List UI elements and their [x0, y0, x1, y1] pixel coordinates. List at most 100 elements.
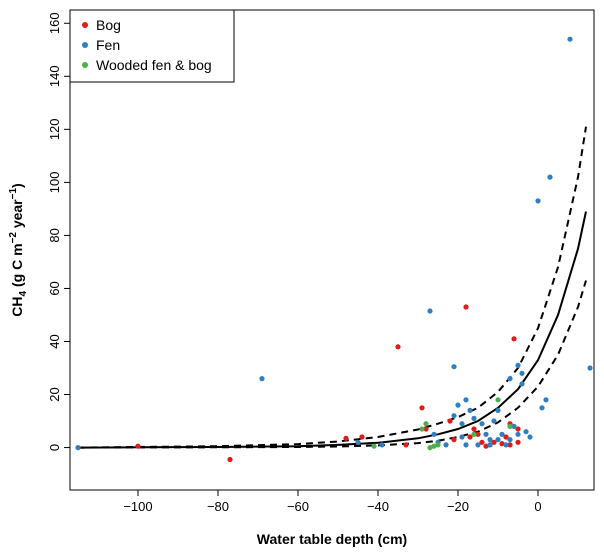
legend-label-fen: Fen [96, 37, 120, 53]
point-fen [451, 364, 457, 370]
point-wooded-fen-bog [435, 442, 441, 448]
y-title-main: CH [9, 296, 25, 316]
point-bog [511, 336, 517, 342]
point-bog [471, 426, 477, 432]
legend: Bog Fen Wooded fen & bog [69, 9, 235, 83]
point-fen [443, 442, 449, 448]
point-fen [459, 421, 465, 427]
point-bog [515, 426, 521, 432]
x-axis: −100 −80 −60 −40 −20 0 [123, 490, 542, 514]
point-fen [495, 407, 501, 413]
y-axis-title: CH4 (g C m−2 year−1) [8, 183, 29, 316]
y-tick-label: 160 [47, 12, 62, 34]
point-bog [463, 304, 469, 310]
point-fen [523, 429, 529, 435]
point-wooded-fen-bog [371, 443, 377, 449]
point-wooded-fen-bog [427, 445, 433, 451]
point-fen [427, 308, 433, 314]
point-fen [75, 445, 81, 451]
x-tick-label: −60 [287, 499, 309, 514]
y-title-exp2: −1 [8, 188, 19, 200]
point-bog [503, 434, 509, 440]
point-bog [507, 442, 513, 448]
x-tick-label: −20 [447, 499, 469, 514]
point-bog [359, 434, 365, 440]
point-fen [499, 431, 505, 437]
point-bog [395, 344, 401, 350]
point-fen [587, 365, 593, 371]
point-fen [431, 431, 437, 437]
point-wooded-fen-bog [495, 397, 501, 403]
legend-label-wooded: Wooded fen & bog [96, 57, 212, 73]
y-title-exp1: −2 [8, 232, 19, 244]
point-fen [527, 434, 533, 440]
point-fen [519, 370, 525, 376]
y-tick-label: 20 [47, 387, 62, 401]
point-fen [459, 434, 465, 440]
y-tick-label: 120 [47, 118, 62, 140]
legend-marker-wooded [82, 62, 88, 68]
point-wooded-fen-bog [423, 421, 429, 427]
point-fen [259, 376, 265, 382]
point-bog [479, 439, 485, 445]
legend-marker-fen [82, 42, 88, 48]
point-bog [135, 443, 141, 449]
fit-line [77, 211, 587, 449]
point-fen [467, 407, 473, 413]
point-wooded-fen-bog [507, 423, 513, 429]
point-fen [487, 437, 493, 443]
point-fen [491, 418, 497, 424]
y-tick-label: 80 [47, 228, 62, 242]
y-title-close: ) [9, 183, 25, 188]
point-bog [343, 435, 349, 441]
point-fen [543, 397, 549, 403]
plot-frame [69, 9, 595, 491]
y-axis: 0 20 40 60 80 100 120 140 160 [47, 12, 70, 451]
point-fen [379, 442, 385, 448]
fit-curve [77, 211, 587, 449]
point-wooded-fen-bog [471, 431, 477, 437]
y-title-unit: (g C m [9, 243, 25, 290]
point-bog [467, 434, 473, 440]
y-tick-label: 100 [47, 172, 62, 194]
point-fen [479, 421, 485, 427]
y-tick-label: 0 [47, 444, 62, 451]
y-title-mid: year [9, 199, 25, 232]
x-axis-title: Water table depth (cm) [257, 531, 407, 547]
y-tick-label: 40 [47, 334, 62, 348]
x-tick-label: 0 [534, 499, 541, 514]
point-bog [423, 426, 429, 432]
point-fen [511, 423, 517, 429]
point-bog [491, 439, 497, 445]
point-fen [483, 431, 489, 437]
point-fen [519, 381, 525, 387]
point-fen [539, 405, 545, 411]
point-wooded-fen-bog [419, 426, 425, 432]
point-fen [507, 376, 513, 382]
point-bog [483, 443, 489, 449]
point-fen [475, 442, 481, 448]
point-fen [487, 442, 493, 448]
x-tick-label: −80 [207, 499, 229, 514]
point-fen [463, 442, 469, 448]
legend-box [69, 9, 235, 83]
point-bog [227, 456, 233, 463]
point-bog [451, 437, 457, 443]
point-bog [475, 431, 481, 437]
legend-marker-bog [82, 22, 88, 28]
point-fen [471, 415, 477, 421]
point-fen [503, 442, 509, 448]
point-fen [495, 437, 501, 443]
y-tick-label: 140 [47, 65, 62, 87]
scatter-points [75, 36, 593, 463]
point-fen [463, 397, 469, 403]
point-wooded-fen-bog [431, 443, 437, 449]
point-fen [515, 362, 521, 368]
confidence-band [77, 126, 587, 449]
point-fen [355, 439, 361, 445]
point-fen [515, 431, 521, 437]
point-fen [455, 402, 461, 408]
legend-label-bog: Bog [96, 17, 121, 33]
confidence-band-upper [77, 126, 587, 449]
